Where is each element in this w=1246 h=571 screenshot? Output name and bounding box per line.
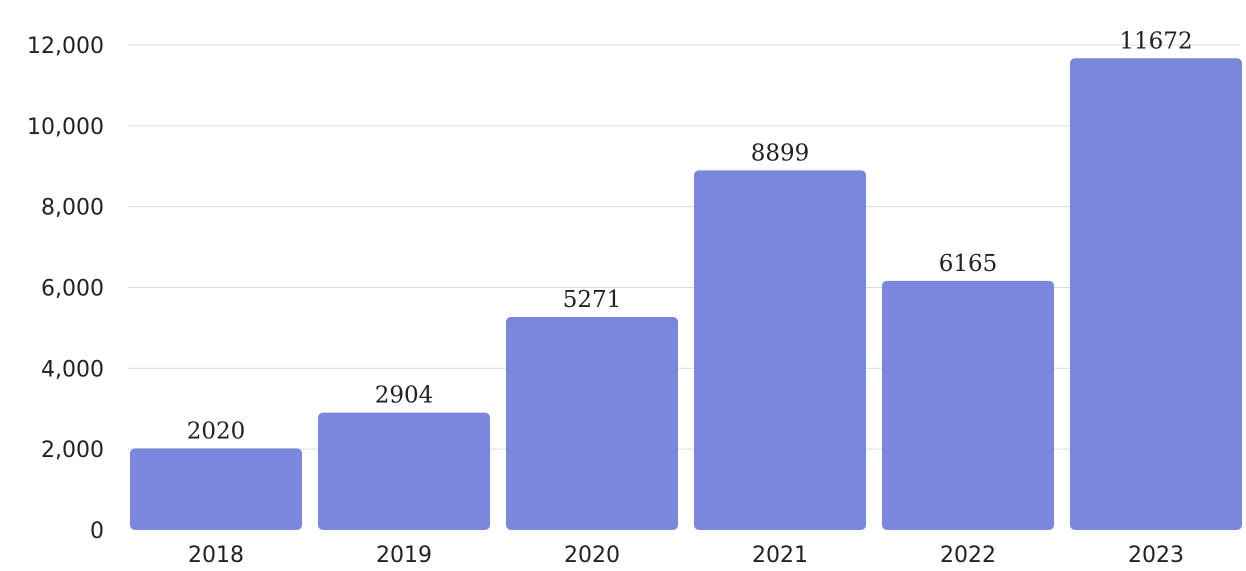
- data-label: 2904: [375, 383, 434, 409]
- x-tick-label: 2020: [564, 543, 620, 568]
- data-label: 11672: [1119, 28, 1192, 54]
- bar-2023: [1070, 58, 1242, 531]
- bars: [130, 58, 1242, 531]
- bar-2021: [694, 170, 866, 530]
- bar-2018: [130, 448, 302, 530]
- bar-2020: [506, 316, 678, 530]
- bar-2019: [318, 412, 490, 530]
- data-label: 5271: [563, 287, 622, 313]
- x-tick-label: 2023: [1128, 543, 1184, 568]
- data-label: 6165: [939, 251, 998, 277]
- x-tick-label: 2019: [376, 543, 432, 568]
- y-tick-label: 0: [90, 519, 104, 544]
- x-axis-ticks: 2018 2019 2020 2021 2022 2023: [188, 543, 1184, 568]
- data-label: 2020: [187, 418, 246, 444]
- y-tick-label: 12,000: [27, 34, 104, 59]
- y-tick-label: 4,000: [41, 357, 104, 382]
- x-tick-label: 2018: [188, 543, 244, 568]
- y-tick-label: 8,000: [41, 196, 104, 221]
- x-tick-label: 2022: [940, 543, 996, 568]
- gridlines: [128, 44, 1240, 450]
- bar-2022: [882, 280, 1054, 530]
- data-labels: 2020 2904 5271 8899 6165 11672: [187, 28, 1193, 444]
- y-axis-ticks: 0 2,000 4,000 6,000 8,000 10,000 12,000: [27, 34, 104, 544]
- x-tick-label: 2021: [752, 543, 808, 568]
- y-tick-label: 10,000: [27, 115, 104, 140]
- y-tick-label: 6,000: [41, 277, 104, 302]
- data-label: 8899: [751, 140, 810, 166]
- y-tick-label: 2,000: [41, 438, 104, 463]
